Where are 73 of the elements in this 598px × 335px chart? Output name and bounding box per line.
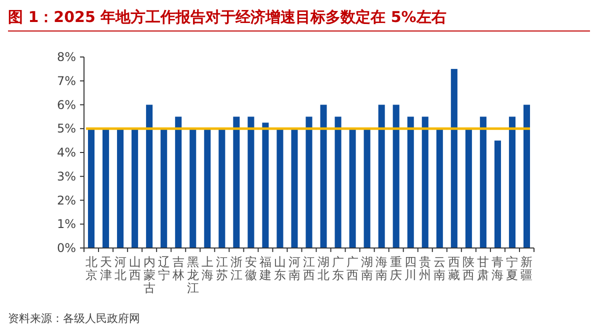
y-tick-label: 4% [56, 146, 76, 160]
bar [334, 116, 342, 248]
bar [146, 104, 153, 248]
text: 资料来源：各级人民政府网 [8, 312, 140, 325]
x-tick-label: 江西 [303, 255, 315, 282]
bar [450, 68, 458, 248]
x-tick-label: 安徽 [244, 255, 257, 282]
x-tick-label: 云南 [434, 255, 446, 282]
bar [204, 128, 211, 248]
x-tick-label: 甘肃 [477, 255, 490, 282]
bar [523, 104, 530, 248]
x-tick-label: 贵州 [419, 255, 432, 282]
x-tick-label: 辽宁 [158, 255, 170, 282]
x-tick-label: 福建 [258, 255, 272, 282]
x-tick-label: 山西 [128, 255, 141, 282]
y-tick-label: 0% [56, 241, 76, 255]
bar [218, 128, 226, 248]
x-tick-label: 广西 [346, 255, 359, 282]
x-tick-label: 青海 [492, 255, 504, 282]
chart-title: 图 1：2025 年地方工作报告对于经济增速目标多数定在 5%左右 [8, 8, 446, 26]
x-tick-label: 湖北 [318, 255, 330, 282]
y-tick-label: 1% [56, 217, 76, 232]
y-tick-label: 5% [56, 122, 76, 136]
x-tick-label: 河北 [114, 255, 126, 282]
bar [320, 104, 327, 248]
x-tick-label: 重庆 [390, 255, 402, 282]
bar [306, 116, 312, 248]
bar [291, 128, 298, 248]
x-tick-label: 浙江 [230, 255, 242, 282]
x-tick-label: 新疆 [520, 255, 533, 282]
bar [392, 104, 400, 248]
x-tick-label: 吉林 [171, 255, 184, 282]
bar [480, 116, 486, 248]
x-tick-label: 天津 [100, 255, 112, 282]
bar [132, 128, 138, 248]
bar [378, 104, 385, 248]
x-tick-label: 黑龙江 [186, 255, 199, 295]
x-tick-label: 陕西 [462, 255, 475, 282]
bar [117, 128, 124, 248]
x-tick-label: 海南 [376, 255, 388, 282]
bar [349, 128, 356, 248]
y-tick-label: 7% [56, 74, 76, 88]
bar [233, 116, 240, 248]
bar [88, 128, 95, 248]
bar [508, 116, 516, 248]
y-tick-label: 3% [56, 169, 76, 184]
x-tick-label: 四川 [404, 255, 417, 282]
bar [175, 116, 182, 248]
x-tick-label: 西藏 [448, 255, 460, 282]
x-tick-label: 山东 [274, 255, 286, 282]
y-tick-label: 6% [56, 98, 76, 112]
x-tick-label: 北京 [85, 255, 98, 282]
bar [407, 116, 414, 248]
x-tick-label: 广东 [332, 255, 344, 282]
bar [102, 128, 110, 248]
x-tick-label: 内蒙古 [143, 255, 156, 295]
bar [190, 128, 196, 248]
bar [436, 128, 443, 248]
bar [364, 128, 370, 248]
bar [160, 128, 168, 248]
x-tick-label: 宁夏 [506, 255, 518, 282]
bar [465, 128, 472, 248]
x-tick-label: 江苏 [216, 255, 228, 282]
bar [494, 140, 501, 248]
bar [262, 122, 269, 248]
bar [276, 128, 284, 248]
bar [248, 116, 254, 248]
y-tick-label: 8% [56, 50, 76, 64]
x-tick-label: 河南 [288, 255, 300, 282]
x-tick-label: 湖南 [361, 255, 374, 282]
x-tick-label: 上海 [201, 255, 214, 282]
bar [422, 116, 428, 248]
y-tick-label: 2% [56, 193, 76, 208]
